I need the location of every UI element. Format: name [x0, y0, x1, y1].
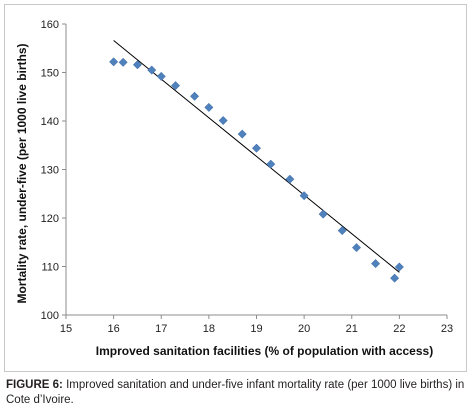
data-point: [266, 159, 276, 169]
data-point: [237, 129, 247, 139]
data-point: [299, 191, 309, 201]
data-point: [109, 57, 119, 67]
x-tick-label: 17: [155, 323, 167, 335]
y-tick-label: 130: [41, 165, 59, 177]
caption-label: FIGURE 6:: [6, 379, 63, 391]
x-tick-label: 21: [346, 323, 358, 335]
trendline: [113, 40, 400, 273]
x-tick-label: 20: [298, 323, 310, 335]
y-tick-label: 150: [41, 68, 59, 80]
data-point: [337, 226, 347, 236]
data-point: [156, 71, 166, 81]
data-point: [190, 91, 200, 101]
data-point: [390, 273, 400, 283]
chart-frame: 15 16 17 18 19 20 21 22 23 100 110 120 130 140 150 160 …: [4, 4, 467, 372]
figure-caption: FIGURE 6: Improved sanitation and under-…: [6, 378, 466, 408]
axes: [62, 23, 448, 319]
x-axis-title: Improved sanitation facilities (% of pop…: [96, 344, 433, 358]
data-point: [394, 262, 404, 272]
x-tick-label: 15: [60, 323, 72, 335]
y-tick-label: 110: [41, 262, 59, 274]
y-tick-label: 160: [41, 19, 59, 31]
y-tick-label: 120: [41, 213, 59, 225]
data-point: [170, 81, 181, 91]
data-point: [147, 65, 157, 75]
tick-labels: 15 16 17 18 19 20 21 22 23 100 110 120 130 140 150 160: [41, 19, 453, 335]
x-tick-label: 19: [250, 323, 262, 335]
data-point: [318, 209, 328, 219]
data-point: [285, 174, 295, 184]
data-point: [371, 259, 381, 269]
data-point: [132, 60, 142, 70]
data-points: [109, 57, 404, 283]
x-tick-label: 18: [203, 323, 215, 335]
data-point: [204, 102, 214, 112]
y-tick-label: 140: [41, 116, 59, 128]
caption-text: Improved sanitation and under-five infan…: [6, 379, 465, 406]
y-axis-title: Mortality rate, under-five (per 1000 liv…: [15, 43, 29, 303]
x-tick-label: 23: [441, 323, 453, 335]
data-point: [118, 57, 128, 67]
data-point: [251, 143, 262, 153]
x-tick-label: 16: [108, 323, 120, 335]
y-tick-label: 100: [41, 310, 59, 322]
scatter-plot: 15 16 17 18 19 20 21 22 23100110120130140150160 …: [15, 19, 453, 358]
x-tick-label: 22: [393, 323, 405, 335]
data-point: [218, 115, 228, 126]
data-point: [351, 243, 362, 253]
